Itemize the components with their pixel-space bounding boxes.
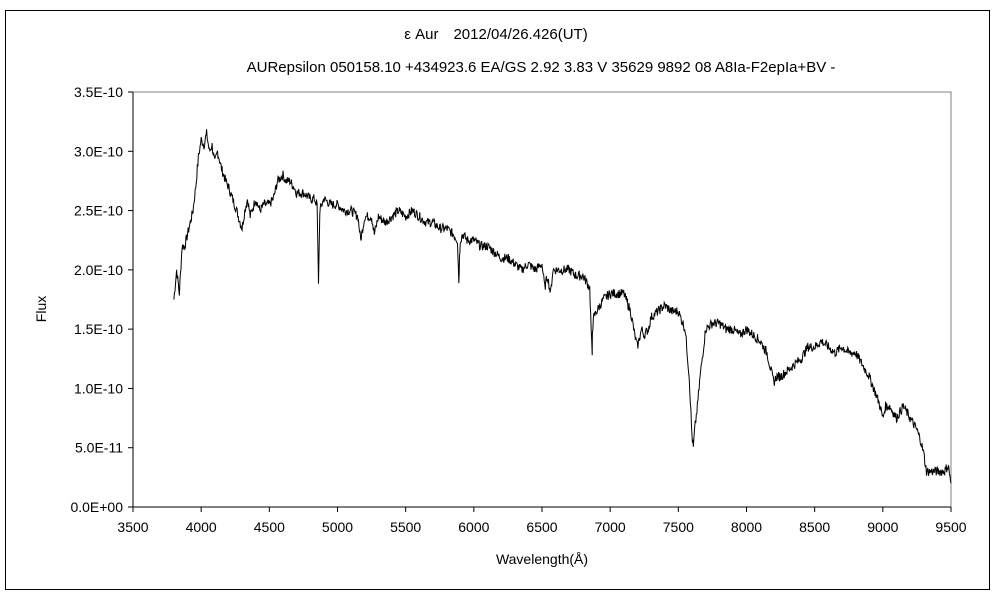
y-axis-ticks: 0.0E+00 5.0E-11 1.0E-10 1.5E-10 2.0E-10 2.5E-… (70, 84, 133, 515)
x-tick-label: 9500 (935, 519, 966, 535)
y-tick-label: 3.0E-10 (74, 143, 123, 159)
y-tick-label: 1.0E-10 (74, 380, 123, 396)
chart-subtitle: AURepsilon 050158.10 +434923.6 EA/GS 2.9… (247, 59, 836, 76)
x-tick-label: 4000 (186, 519, 217, 535)
x-tick-label: 5000 (322, 519, 353, 535)
spectrum-chart: ε Aur 2012/04/26.426(UT) AURepsilon 0501… (33, 26, 967, 567)
x-tick-label: 3500 (117, 519, 148, 535)
y-axis-label: Flux (33, 296, 49, 322)
x-axis-ticks: 3500 4000 4500 5000 5500 6000 6500 7000 7500 8000… (117, 507, 967, 535)
x-tick-label: 6500 (526, 519, 557, 535)
x-tick-label: 7000 (595, 519, 626, 535)
spectrum-series-line (173, 129, 952, 484)
x-tick-label: 9000 (867, 519, 898, 535)
x-axis-label: Wavelength(Å) (496, 551, 588, 567)
y-tick-label: 0.0E+00 (70, 499, 123, 515)
y-tick-label: 3.5E-10 (74, 84, 123, 100)
y-tick-label: 5.0E-11 (75, 440, 123, 456)
plot-area (132, 91, 952, 508)
x-tick-label: 8000 (731, 519, 762, 535)
chart-title: ε Aur 2012/04/26.426(UT) (404, 26, 587, 43)
y-tick-label: 2.0E-10 (74, 262, 123, 278)
x-tick-label: 8500 (799, 519, 830, 535)
chart-frame: ε Aur 2012/04/26.426(UT) AURepsilon 0501… (5, 10, 990, 590)
x-tick-label: 5500 (390, 519, 421, 535)
y-tick-label: 2.5E-10 (74, 203, 123, 219)
x-tick-label: 4500 (254, 519, 285, 535)
x-tick-label: 7500 (663, 519, 694, 535)
x-tick-label: 6000 (458, 519, 489, 535)
y-tick-label: 1.5E-10 (74, 321, 123, 337)
